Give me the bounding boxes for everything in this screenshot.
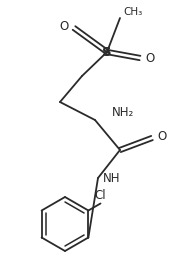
Text: O: O: [59, 20, 69, 33]
Text: NH₂: NH₂: [112, 105, 134, 119]
Text: NH: NH: [103, 171, 121, 184]
Text: S: S: [102, 45, 112, 58]
Text: CH₃: CH₃: [123, 7, 142, 17]
Text: O: O: [145, 52, 155, 65]
Text: Cl: Cl: [95, 189, 106, 202]
Text: O: O: [157, 130, 167, 142]
